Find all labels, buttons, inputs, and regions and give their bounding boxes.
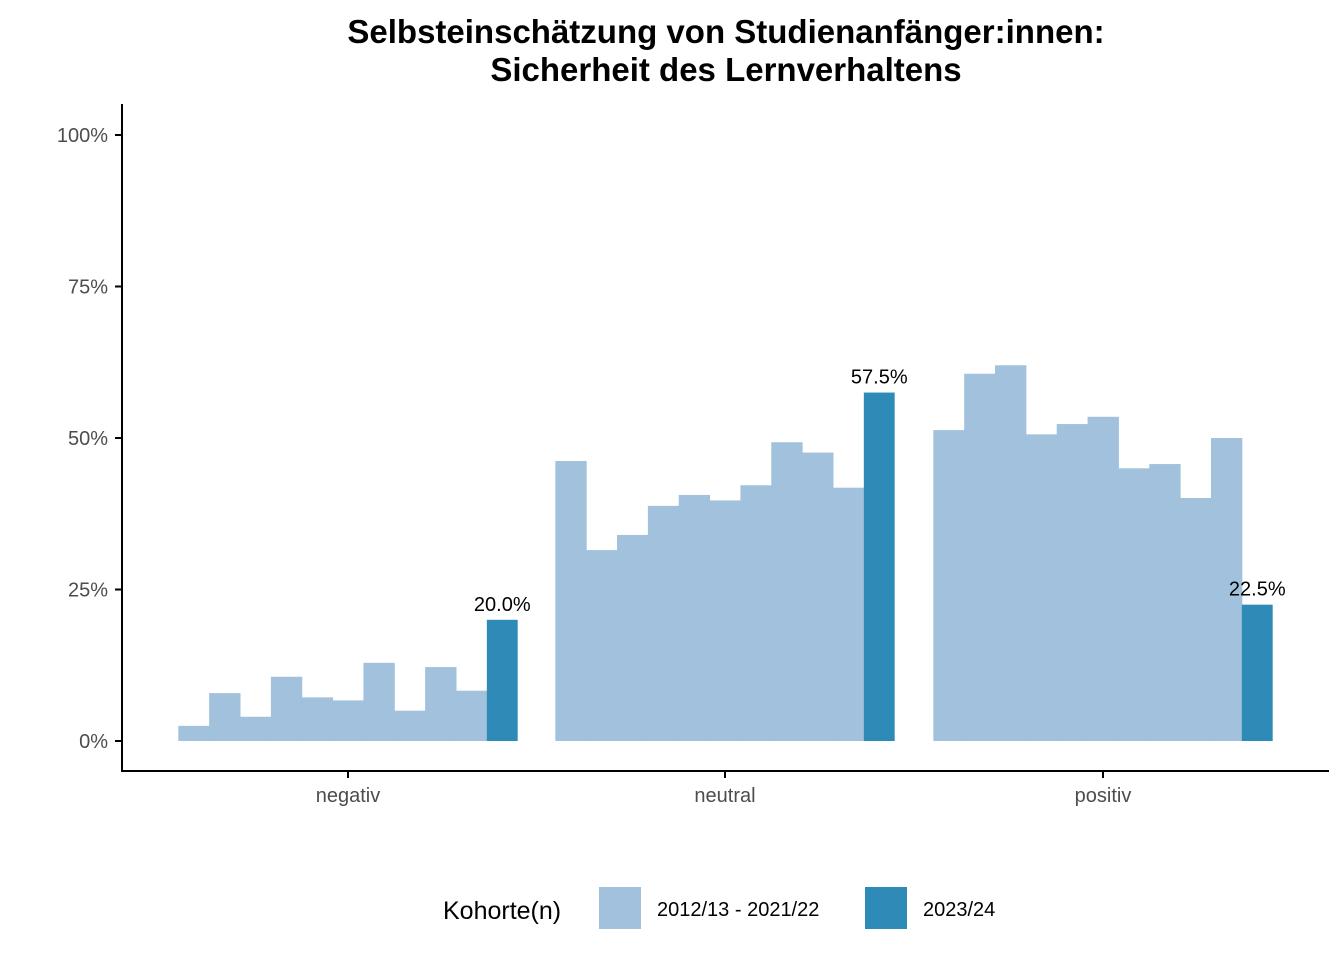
legend-label-historic: 2012/13 - 2021/22 [657, 899, 819, 921]
bar-neutral-historic-9 [802, 452, 834, 741]
bar-negativ-historic-10 [455, 690, 488, 741]
bar-neutral-historic-6 [709, 500, 741, 741]
bar-negativ-historic-2 [209, 693, 241, 741]
bar-negativ-historic-8 [394, 710, 426, 741]
legend-label-current: 2023/24 [923, 899, 995, 921]
bar-positiv-historic-9 [1180, 497, 1212, 741]
bar-neutral-historic-7 [740, 485, 772, 741]
data-label-positiv: 22.5% [1229, 579, 1286, 601]
bar-positiv-historic-2 [964, 373, 996, 741]
data-label-neutral: 57.5% [851, 367, 908, 389]
bar-positiv-historic-8 [1149, 464, 1181, 741]
bar-positiv-historic-6 [1087, 416, 1119, 741]
bar-neutral-historic-2 [586, 550, 618, 741]
legend-title: Kohorte(n) [443, 897, 561, 925]
bar-negativ-historic-3 [240, 716, 272, 741]
bar-neutral-historic-4 [647, 505, 680, 741]
bar-negativ-historic-4 [270, 676, 303, 741]
bar-negativ-historic-5 [301, 697, 334, 741]
bar-negativ-historic-6 [332, 700, 364, 741]
bar-negativ-current [486, 619, 518, 741]
x-tick-label-negativ: negativ [316, 785, 381, 807]
bar-positiv-historic-5 [1056, 424, 1089, 741]
x-ticks-group: negativ neutral positiv [316, 771, 1132, 807]
bar-positiv-historic-10 [1210, 438, 1243, 741]
legend-swatch-historic [599, 887, 641, 929]
legend-swatch-current [865, 887, 907, 929]
y-tick-label: 75% [68, 277, 108, 299]
bar-neutral-historic-10 [832, 487, 865, 741]
x-tick-label-neutral: neutral [694, 785, 755, 807]
y-tick-label: 50% [68, 428, 108, 450]
y-tick-label: 0% [79, 731, 108, 753]
bar-positiv-historic-4 [1025, 434, 1058, 741]
data-labels-group: 20.0% 57.5% 22.5% [474, 367, 1286, 616]
bar-negativ-historic-7 [363, 662, 395, 741]
bar-neutral-historic-3 [617, 534, 649, 741]
y-tick-label: 25% [68, 580, 108, 602]
data-label-negativ: 20.0% [474, 594, 531, 616]
bar-neutral-historic-5 [678, 494, 711, 741]
bar-positiv-current [1241, 604, 1273, 741]
legend: Kohorte(n) 2012/13 - 2021/22 2023/24 [443, 887, 995, 929]
y-ticks-group: 0% 25% 50% 75% 100% [57, 125, 122, 753]
bar-neutral-current [863, 392, 895, 741]
bars-group [178, 365, 1273, 741]
bar-positiv-historic-7 [1118, 468, 1150, 741]
x-tick-label-positiv: positiv [1075, 785, 1132, 807]
bar-positiv-historic-1 [933, 430, 965, 741]
y-tick-label: 100% [57, 125, 108, 147]
bar-neutral-historic-1 [555, 461, 587, 741]
chart-title: Selbsteinschätzung von Studienanfänger:i… [347, 13, 1104, 50]
bar-negativ-historic-9 [425, 667, 457, 741]
bar-positiv-historic-3 [995, 365, 1027, 741]
bar-neutral-historic-8 [771, 442, 803, 741]
chart-subtitle: Sicherheit des Lernverhaltens [490, 51, 961, 88]
bar-negativ-historic-1 [178, 725, 210, 741]
